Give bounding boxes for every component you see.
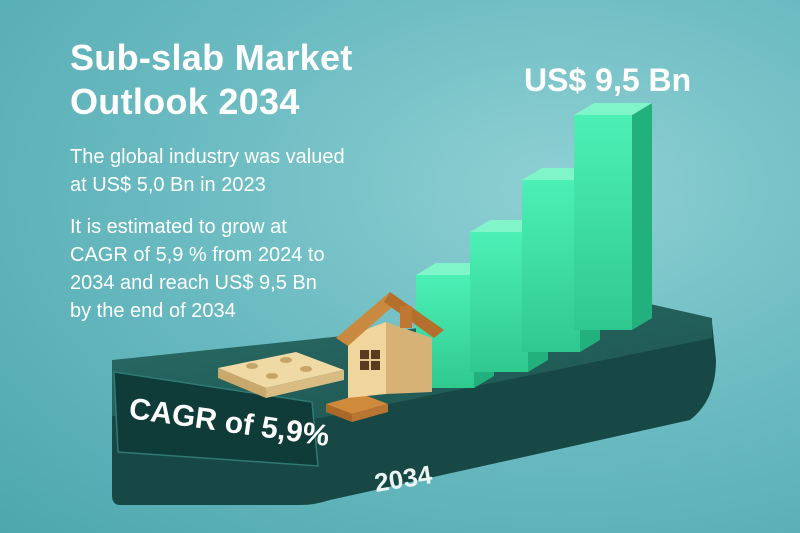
growth-forecast-text: It is estimated to grow at CAGR of 5,9 %… xyxy=(70,216,325,322)
valuation-text: The global industry was valued at US$ 5,… xyxy=(70,146,345,196)
page-title: Sub-slab Market Outlook 2034 xyxy=(70,37,353,122)
slab-tile-icon xyxy=(218,352,344,398)
brick-icon xyxy=(326,394,388,422)
house-icon xyxy=(336,292,444,398)
bar-4 xyxy=(574,103,652,330)
forecast-value-label: US$ 9,5 Bn xyxy=(524,62,692,98)
